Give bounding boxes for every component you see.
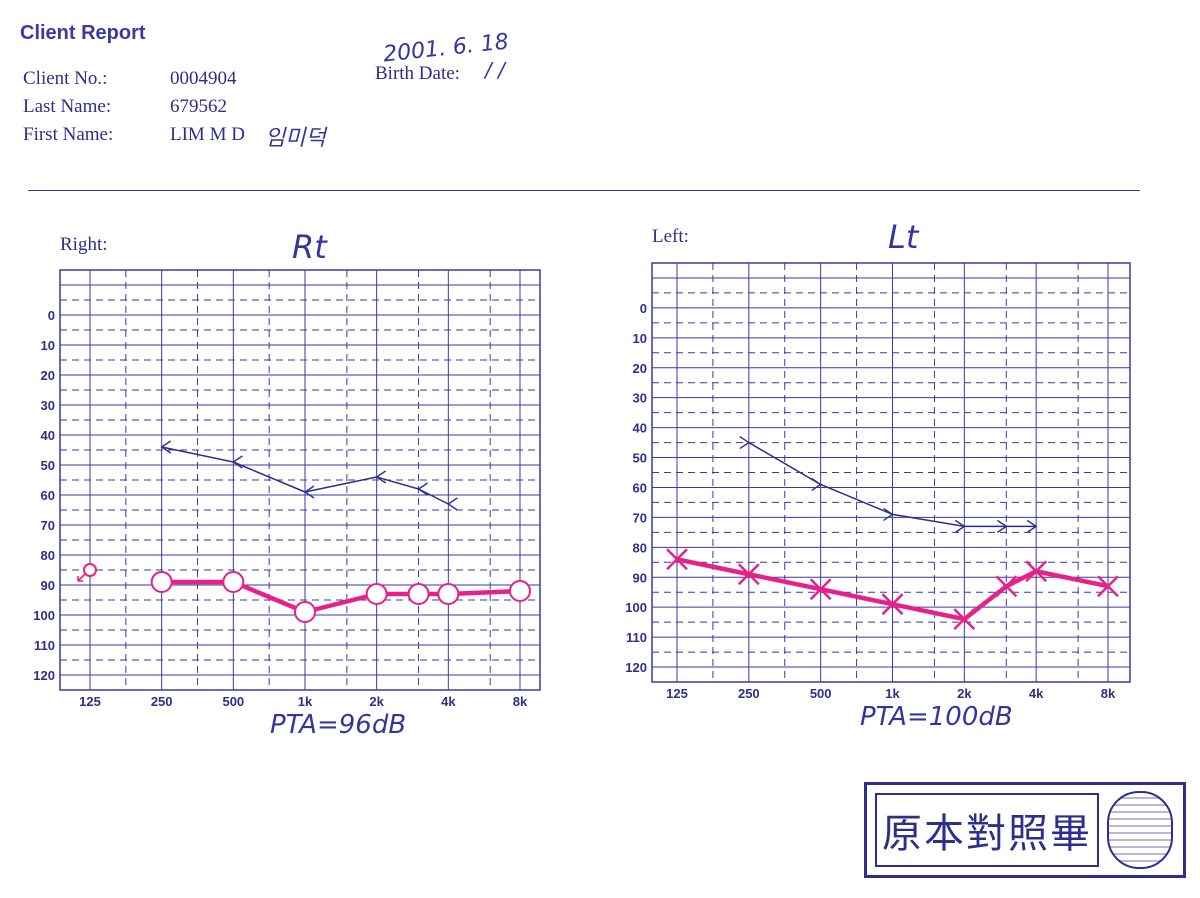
right-chart-note-point [83,563,97,577]
client-no-value: 0004904 [170,68,237,89]
right-chart-air-point [294,601,316,623]
right-chart-ytick-label: 80 [41,548,55,563]
last-name-label: Last Name: [23,96,112,117]
left-chart-ytick-label: 80 [633,540,647,555]
right-chart-air-point [407,583,430,605]
left-ear-label: Left: [652,226,689,247]
right-chart-xtick-label: 1k [298,694,313,709]
left-chart-ytick-label: 30 [633,391,647,406]
left-chart-ytick-label: 20 [633,361,647,376]
left-pta-note: PTA=100dB [860,702,1013,732]
left-chart-ytick-label: 70 [633,510,647,525]
left-chart-air-line [676,557,1109,622]
right-chart-bone-point [160,440,172,454]
left-chart-xtick-label: 1k [885,686,900,701]
right-ear-handwritten-label: Rt [292,228,327,266]
right-ear-label: Right: [60,234,108,255]
left-chart-bone-line [748,441,1037,528]
right-chart-ytick-label: 30 [41,398,55,413]
left-chart-air-point [881,593,904,616]
left-chart-air-point [737,563,760,586]
right-chart-ytick-label: 60 [41,488,55,503]
right-chart-bone-point [375,470,387,484]
right-chart-air-point [437,583,460,605]
left-chart-frame [651,262,1131,683]
right-chart-ytick-label: 120 [33,668,55,683]
left-chart-ytick-label: 40 [633,421,647,436]
report-title: Client Report [20,22,146,44]
left-chart-bone-point [739,435,751,450]
right-chart-bone-point [303,485,315,499]
right-chart-ytick-label: 0 [48,308,55,323]
left-chart-bone-point [1026,519,1038,533]
left-chart-ytick-label: 120 [625,660,647,675]
left-chart-xtick-label: 250 [738,686,760,701]
left-chart-air-point [995,575,1018,598]
left-chart-ytick-label: 50 [633,451,647,466]
right-chart-bone-point [232,455,243,469]
left-chart-air-point [809,578,832,601]
left-chart-ytick-label: 100 [625,600,647,615]
right-chart-air-point [150,571,173,593]
left-chart-bone-point [996,519,1008,533]
left-chart-xtick-label: 2k [957,686,972,701]
header-divider [28,190,1140,191]
right-chart-bone-point [417,482,428,496]
birth-date-label: Birth Date: [375,63,460,84]
right-chart-air-line [161,579,521,615]
left-chart-air-point [1025,560,1048,583]
left-chart-ytick-label: 0 [640,301,647,316]
right-chart-ytick-label: 110 [34,638,55,653]
right-chart-note-point-arrow [77,573,86,582]
left-chart-ytick-label: 10 [633,331,647,346]
right-chart-bone-point [447,497,458,511]
left-chart-xtick-label: 8k [1101,686,1116,701]
first-name-value: LIM M D [170,124,245,145]
birth-date-mark: / / [485,58,505,82]
right-pta-note: PTA=96dB [270,710,407,740]
left-chart-air-point [953,608,976,631]
right-chart-xtick-label: 125 [79,694,101,709]
right-chart-xtick-label: 2k [369,694,384,709]
right-chart-ytick-label: 50 [41,458,55,473]
right-chart-ytick-label: 100 [33,608,55,623]
right-chart-ytick-label: 20 [41,368,55,383]
right-chart-ytick-label: 70 [41,518,55,533]
right-chart-air-point [509,580,531,602]
left-chart-air-point [666,548,688,571]
client-no-label: Client No.: [23,68,108,89]
first-name-label: First Name: [23,124,114,145]
right-chart-air-point [222,571,245,593]
left-chart-xtick-label: 125 [666,686,688,701]
right-chart-air-point [365,583,388,605]
right-chart-xtick-label: 4k [441,694,456,709]
right-chart-ytick-label: 90 [41,578,55,593]
right-chart-ytick-label: 10 [41,338,55,353]
first-name-handwritten: 임미덕 [265,126,326,151]
left-chart-bone-point [954,519,966,533]
stamp-seal [1107,791,1173,869]
left-chart-xtick-label: 500 [810,686,832,701]
left-chart-bone-point [883,507,894,521]
left-chart-ytick-label: 110 [626,630,647,645]
left-ear-handwritten-label: Lt [888,218,919,256]
right-chart-xtick-label: 500 [222,694,244,709]
left-chart-ytick-label: 60 [633,480,647,495]
right-chart-xtick-label: 8k [513,694,528,709]
left-chart-air-point [1097,575,1119,598]
stamp-text: 原本對照畢 [875,793,1099,867]
right-chart-xtick-label: 250 [151,694,173,709]
left-chart-xtick-label: 4k [1029,686,1044,701]
left-chart-bone-point [811,477,822,492]
right-chart-ytick-label: 40 [41,428,55,443]
verification-stamp: 原本對照畢 [864,782,1186,878]
left-chart-ytick-label: 90 [633,570,647,585]
last-name-value: 679562 [170,96,227,117]
